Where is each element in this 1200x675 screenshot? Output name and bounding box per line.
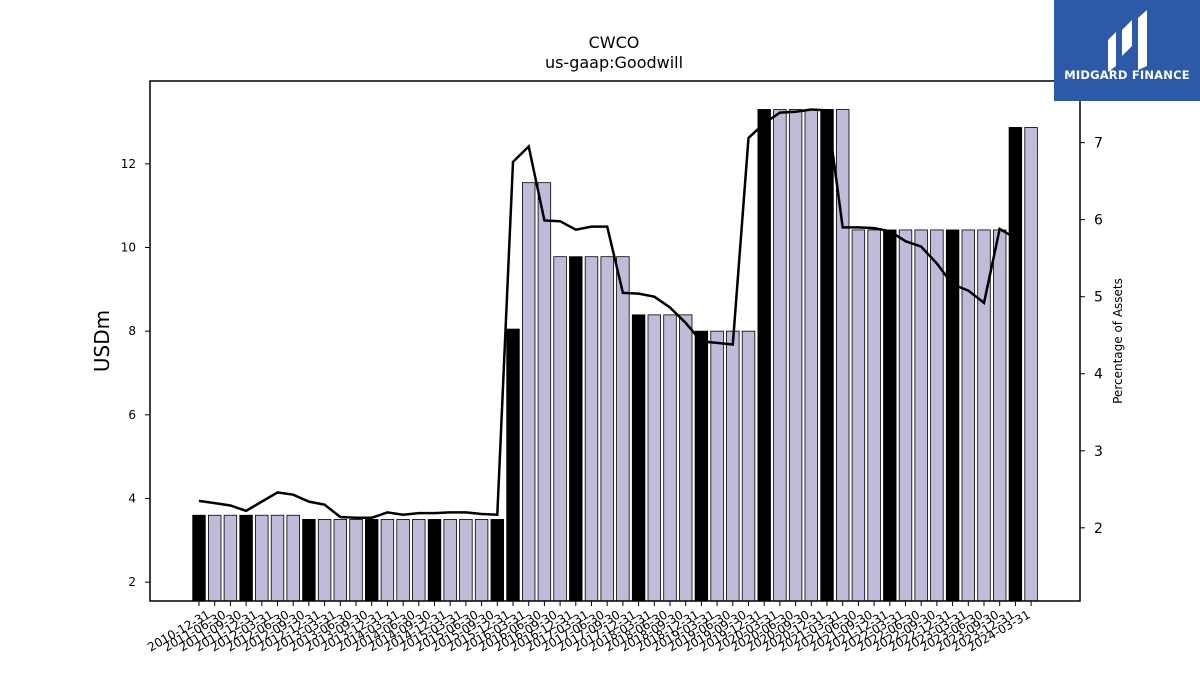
bar-2023-12-31 [1008,127,1023,602]
chart-subtitle: us-gaap:Goodwill [545,53,683,72]
bar-2014-03-31 [396,519,410,602]
left-axis-ticks: 2 4 6 8 10 12 [121,157,150,589]
bar-2020-06-30 [788,109,803,602]
plot-frame [149,80,1081,602]
y2-tick-label: 5 [1094,290,1103,306]
bar-2015-03-31 [459,519,473,602]
bar-2014-12-31 [443,519,457,602]
bar-2020-09-30 [804,109,819,602]
bar-2013-12-31 [380,519,395,602]
bar-2018-03-31 [647,314,662,602]
bar-2021-03-31 [836,109,850,602]
bar-group [192,109,1038,602]
company-logo: MIDGARD FINANCE [1054,0,1200,101]
bar-2011-09-30 [239,514,253,602]
y-tick-label: 8 [128,324,136,338]
bar-2018-09-30 [679,314,693,602]
bar-2020-03-31 [773,109,787,602]
bar-2013-06-30 [349,519,363,602]
bar-2011-06-30 [223,514,238,602]
bar-2021-06-30 [851,229,866,602]
y-tick-label: 4 [128,492,136,506]
y2-tick-label: 2 [1094,521,1103,537]
bar-2015-06-30 [474,519,489,602]
bar-2016-09-30 [553,256,567,602]
y2-tick-label: 4 [1094,367,1103,383]
bar-2024-03-31 [1024,127,1038,602]
bar-2016-03-31 [522,182,536,602]
bar-2012-06-30 [286,514,300,602]
bar-2016-06-30 [537,182,552,602]
bar-2022-09-30 [930,229,944,602]
bar-2012-12-31 [317,519,332,602]
y-tick-label: 6 [128,408,136,422]
bar-2019-12-31 [757,109,771,602]
bar-2019-09-30 [741,330,756,602]
bar-2017-06-30 [600,256,614,602]
line-group [198,108,1017,520]
y2-tick-label: 6 [1094,213,1103,229]
y2-axis-label: Percentage of Assets [1111,278,1125,404]
bar-2017-09-30 [616,256,630,602]
bar-2023-03-31 [961,229,976,602]
x-axis-ticks: 2010-12-312011-06-302011-09-302011-12-31… [145,601,1033,654]
bar-2022-03-31 [898,229,913,602]
y-tick-label: 12 [121,157,136,171]
bar-2011-12-31 [255,514,269,602]
y2-tick-label: 3 [1094,444,1103,460]
y-tick-label: 2 [128,575,136,589]
bar-2019-03-31 [710,330,724,602]
bar-2022-06-30 [914,229,928,602]
bar-2017-03-31 [584,256,599,602]
bar-2020-12-31 [820,109,834,602]
bar-2011-03-31 [207,514,222,602]
bar-2010-12-31 [192,514,206,602]
y2-tick-label: 7 [1094,136,1103,152]
bar-2018-12-31 [694,330,709,602]
bar-2017-12-31 [631,314,646,602]
bar-2012-09-30 [302,519,316,602]
bar-2013-09-30 [364,519,379,602]
y-axis-label: USDm [90,310,114,372]
logo-mark-icon [1108,10,1147,72]
bar-2014-06-30 [412,519,426,602]
y-tick-label: 10 [121,241,136,255]
logo-text: MIDGARD FINANCE [1064,68,1190,82]
bar-2021-09-30 [867,229,881,602]
bar-2014-09-30 [427,519,442,602]
bar-2015-12-31 [506,328,520,602]
bar-2023-09-30 [993,229,1007,602]
bar-2019-06-30 [726,330,740,602]
bar-2012-03-31 [270,514,285,602]
percentage-of-assets-line [198,108,1017,520]
chart-title: CWCO [589,33,640,52]
bar-2015-09-30 [490,519,505,602]
bar-2018-06-30 [663,314,677,602]
bar-2013-03-31 [333,519,348,602]
right-axis-ticks: 2 3 4 5 6 7 [1080,136,1103,537]
bar-2021-12-31 [883,229,897,602]
bar-2016-12-31 [569,256,583,602]
